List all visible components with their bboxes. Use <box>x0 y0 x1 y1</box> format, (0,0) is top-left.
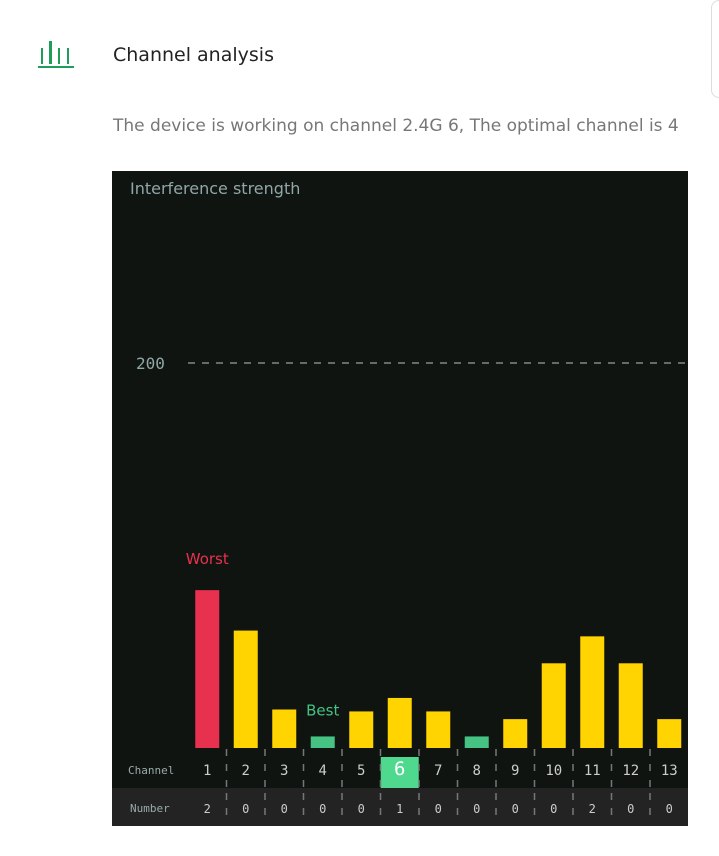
y-axis-label: Interference strength <box>130 179 301 198</box>
channel-label-10: 10 <box>545 763 562 779</box>
bar-channel-11 <box>580 636 605 748</box>
number-label-11: 2 <box>589 802 596 816</box>
bar-channel-4 <box>310 736 335 748</box>
number-label-5: 0 <box>358 802 365 816</box>
channel-label-11: 11 <box>584 763 601 779</box>
channel-label-6: 6 <box>394 758 405 780</box>
channel-label-4: 4 <box>319 763 327 779</box>
number-label-4: 0 <box>319 802 326 816</box>
channel-label-1: 1 <box>203 763 211 779</box>
number-label-3: 0 <box>281 802 288 816</box>
bar-channel-12 <box>618 663 643 748</box>
channel-label-7: 7 <box>434 763 442 779</box>
channel-label-8: 8 <box>473 763 481 779</box>
channel-label-12: 12 <box>622 763 639 779</box>
number-label-6: 1 <box>396 802 403 816</box>
best-annotation: Best <box>306 701 339 719</box>
current-channel-highlight <box>380 757 419 788</box>
number-label-7: 0 <box>435 802 442 816</box>
number-label-1: 2 <box>204 802 211 816</box>
bar-channel-7 <box>426 711 451 748</box>
bar-chart-icon <box>38 41 74 68</box>
scroll-edge <box>711 0 719 98</box>
bar-channel-8 <box>464 736 489 748</box>
number-label-8: 0 <box>473 802 480 816</box>
channel-label-3: 3 <box>280 763 288 779</box>
channel-description: The device is working on channel 2.4G 6,… <box>113 116 679 136</box>
number-label-13: 0 <box>666 802 673 816</box>
channel-label-13: 13 <box>661 763 678 779</box>
number-label-12: 0 <box>627 802 634 816</box>
number-row-label: Number <box>130 802 170 815</box>
number-row-bg <box>112 788 688 826</box>
bar-channel-6 <box>387 697 412 748</box>
y-tick-200: 200 <box>136 354 165 373</box>
channel-chart: Interference strength Channel Number 200 1 2… <box>112 171 688 826</box>
bar-channel-3 <box>272 709 297 748</box>
channel-label-2: 2 <box>242 763 250 779</box>
worst-annotation: Worst <box>186 550 229 568</box>
number-label-2: 0 <box>242 802 249 816</box>
channel-label-9: 9 <box>511 763 519 779</box>
chart-svg: ChannelNumber200122030405061708090100112… <box>112 354 688 826</box>
channel-label-5: 5 <box>357 763 365 779</box>
bar-channel-9 <box>503 719 528 748</box>
page-title: Channel analysis <box>113 44 274 66</box>
bar-channel-5 <box>349 711 374 748</box>
channel-row-label: Channel <box>128 764 174 777</box>
bar-channel-10 <box>541 663 566 748</box>
bar-channel-1 <box>195 590 220 748</box>
number-label-9: 0 <box>512 802 519 816</box>
bar-channel-13 <box>657 719 682 748</box>
number-label-10: 0 <box>550 802 557 816</box>
bar-channel-2 <box>233 630 258 748</box>
